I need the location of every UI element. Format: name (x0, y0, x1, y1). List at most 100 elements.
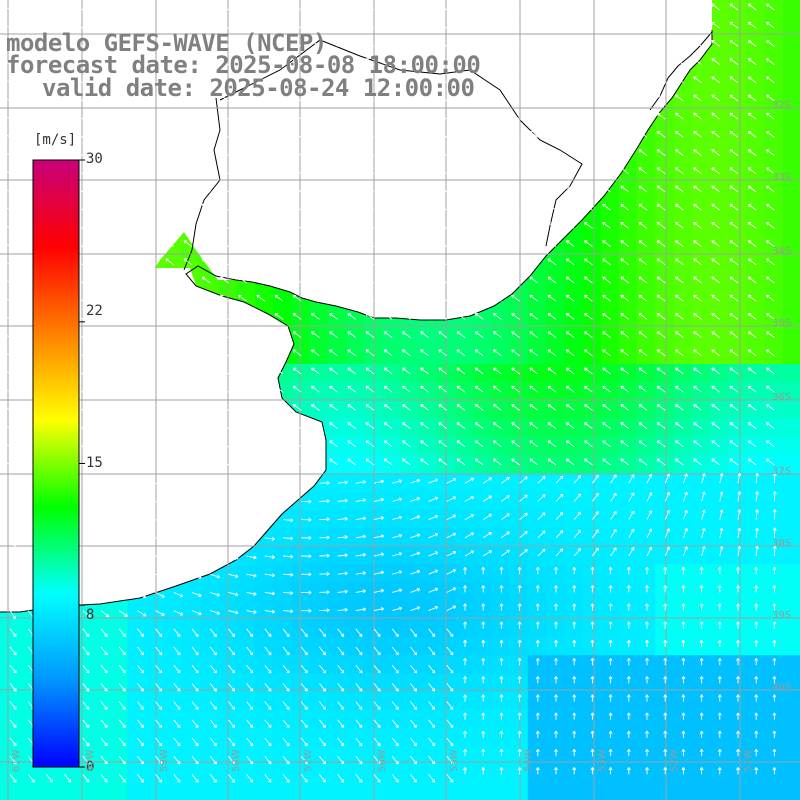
wind-arrow (355, 552, 366, 557)
wind-cell (691, 491, 711, 511)
wind-arrow (729, 3, 739, 11)
wind-arrow (383, 258, 393, 266)
wind-arrow (492, 422, 502, 429)
wind-cell (364, 546, 383, 565)
wind-arrow (583, 331, 593, 338)
wind-cell (236, 655, 256, 674)
wind-cell (655, 618, 674, 638)
wind-cell (564, 582, 583, 602)
wind-arrow (765, 167, 775, 175)
wind-arrow (137, 719, 145, 729)
wind-arrow (464, 477, 475, 484)
wind-arrow (365, 94, 375, 102)
wind-arrow (664, 510, 671, 520)
wind-arrow (492, 440, 502, 448)
wind-arrow (118, 719, 126, 729)
wind-cell (163, 764, 183, 784)
wind-arrow (74, 3, 84, 11)
wind-arrow (155, 519, 165, 525)
wind-arrow (238, 240, 247, 247)
wind-arrow (118, 737, 126, 747)
wind-arrow (456, 130, 466, 138)
wind-cell (546, 764, 565, 784)
wind-cell (182, 618, 201, 638)
wind-arrow (246, 482, 257, 487)
wind-arrow (128, 3, 138, 11)
wind-arrow (729, 276, 739, 284)
wind-arrow (626, 657, 631, 666)
wind-arrow (319, 590, 330, 595)
wind-cell (91, 746, 110, 765)
wind-arrow (463, 730, 467, 738)
wind-arrow (602, 458, 611, 466)
wind-arrow (173, 500, 184, 507)
wind-cell (709, 600, 729, 620)
wind-cell (473, 637, 492, 656)
wind-cell (200, 582, 219, 602)
wind-arrow (238, 149, 247, 156)
wind-arrow (347, 312, 357, 320)
wind-arrow (301, 554, 312, 559)
wind-arrow (74, 149, 84, 156)
wind-arrow (392, 588, 403, 593)
wind-cell (564, 782, 583, 800)
wind-arrow (529, 258, 539, 266)
wind-arrow (529, 39, 539, 47)
wind-arrow (565, 349, 575, 357)
wind-arrow (464, 532, 475, 539)
wind-arrow (9, 519, 17, 529)
wind-cell (782, 673, 800, 693)
wind-arrow (610, 529, 617, 539)
wind-arrow (56, 94, 65, 102)
wind-arrow (209, 664, 217, 674)
wind-cell (709, 546, 729, 565)
wind-arrow (729, 422, 739, 429)
wind-cell (345, 509, 365, 529)
wind-arrow (474, 403, 484, 411)
wind-arrow (645, 566, 649, 575)
wind-cell (0, 709, 19, 729)
wind-arrow (446, 683, 454, 692)
wind-arrow (499, 639, 504, 647)
wind-cell (746, 782, 765, 800)
wind-arrow (420, 130, 429, 138)
wind-arrow (711, 349, 721, 357)
wind-arrow (765, 312, 775, 320)
wind-arrow (547, 130, 557, 138)
wind-cell (455, 582, 474, 602)
wind-arrow (729, 367, 739, 375)
wind-arrow (155, 482, 165, 489)
wind-cell (491, 728, 511, 747)
wind-cell (291, 782, 310, 800)
wind-arrow (1, 149, 11, 156)
wind-cell (400, 746, 420, 765)
wind-cell (91, 600, 110, 620)
wind-arrow (511, 167, 520, 175)
wind-cell (345, 564, 365, 583)
wind-arrow (46, 774, 54, 783)
wind-arrow (1, 331, 11, 338)
wind-arrow (355, 516, 366, 521)
wind-arrow (210, 555, 221, 561)
wind-cell (618, 764, 638, 784)
wind-arrow (765, 367, 775, 375)
wind-arrow (37, 76, 47, 84)
wind-arrow (329, 294, 338, 302)
wind-arrow (674, 240, 684, 247)
wind-arrow (590, 730, 595, 738)
wind-arrow (329, 458, 338, 466)
wind-arrow (572, 767, 577, 775)
wind-cell (509, 546, 529, 565)
wind-arrow (602, 276, 611, 284)
wind-arrow (82, 537, 91, 545)
wind-arrow (173, 628, 181, 638)
wind-arrow (772, 694, 777, 702)
wind-arrow (74, 76, 84, 84)
wind-cell (673, 673, 693, 693)
wind-cell (382, 509, 401, 529)
wind-cell (309, 782, 329, 800)
wind-arrow (264, 518, 275, 523)
wind-cell (728, 600, 747, 620)
wind-arrow (155, 737, 163, 747)
wind-arrow (438, 203, 448, 211)
